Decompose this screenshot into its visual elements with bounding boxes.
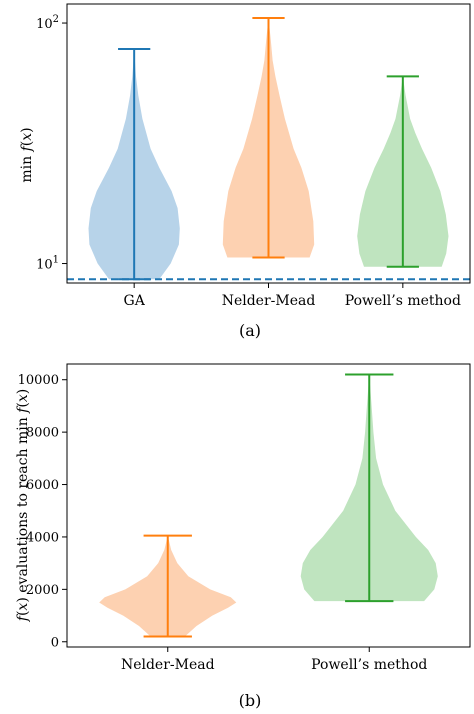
y-axis-label-a: min f(x) [19,127,35,182]
violin-lines-b [143,373,394,638]
panel-caption-b: (b) [239,691,262,710]
y-tick-label: 4000 [26,530,59,545]
x-tick-label-nelder-mead: Nelder-Mead [121,657,215,673]
panel-caption-a: (a) [239,321,261,340]
axes-frame-b [66,363,471,648]
y-tick-label: 101 [36,255,59,273]
y-tick-label: 8000 [26,426,59,441]
violin-bodies-b [99,374,438,637]
y-tick-label: 102 [36,14,59,32]
y-tick-label: 6000 [26,478,59,493]
y-axis-label-b: f(x) evaluations to reach min f(x) [15,389,31,622]
x-tick-label-ga: GA [124,293,146,309]
violin-lines-a [118,16,419,281]
x-tick-labels-b: Nelder-Mead Powell’s method [121,647,427,673]
y-tick-label: 2000 [26,583,59,598]
panel-a: 101 102 GA Nelder-Mead Powell’s method min … [19,3,471,340]
y-tick-label: 10000 [18,373,59,388]
y-ticks-a: 101 102 [36,14,67,273]
x-tick-label-powell-s-method: Powell’s method [345,293,461,309]
x-tick-label-nelder-mead: Nelder-Mead [222,293,316,309]
x-tick-label-powell-s-method: Powell’s method [311,657,427,673]
panel-b: 0 2000 4000 6000 8000 10000 Nelder-Mead Powell… [15,363,471,710]
y-ticks-b: 0 2000 4000 6000 8000 10000 [18,373,67,650]
x-tick-labels-a: GA Nelder-Mead Powell’s method [124,283,461,309]
y-tick-label: 0 [51,635,59,650]
